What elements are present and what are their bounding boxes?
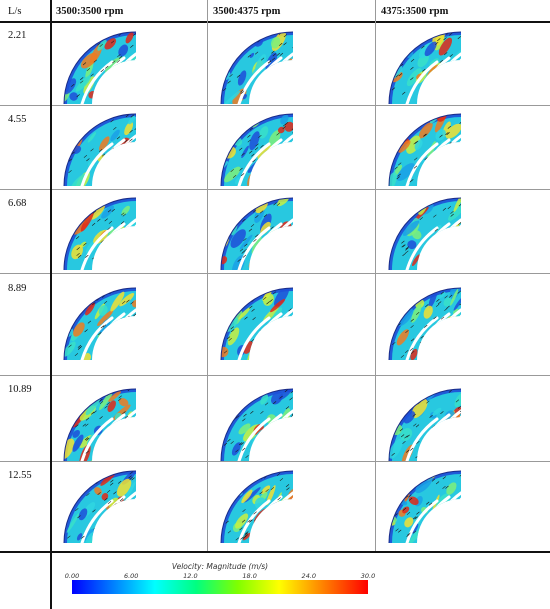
- row-divider: [0, 105, 550, 106]
- unit-label: L/s: [8, 6, 22, 17]
- velocity-contour-image: [215, 110, 295, 186]
- column-divider: [375, 0, 376, 551]
- row-label-4: 8.89: [8, 283, 27, 294]
- velocity-contour-image: [58, 28, 138, 104]
- velocity-contour-image: [215, 467, 295, 543]
- legend-tick: 6.00: [123, 572, 139, 580]
- legend-color-bar: [72, 580, 368, 594]
- velocity-contour-image: [383, 194, 463, 270]
- legend-tick: 18.0: [242, 572, 257, 580]
- velocity-contour-image: [58, 385, 138, 461]
- legend-tick: 30.0: [360, 572, 376, 580]
- velocity-contour-image: [58, 110, 138, 186]
- row-label-6: 12.55: [8, 470, 32, 481]
- velocity-contour-image: [383, 385, 463, 461]
- column-header-3: 4375:3500 rpm: [381, 6, 449, 17]
- bottom-rule: [0, 551, 550, 553]
- row-divider: [0, 375, 550, 376]
- velocity-contour-image: [383, 28, 463, 104]
- velocity-contour-image: [215, 194, 295, 270]
- velocity-contour-image: [58, 467, 138, 543]
- velocity-contour-image: [58, 194, 138, 270]
- legend-tick: 0.00: [64, 572, 80, 580]
- column-header-1: 3500:3500 rpm: [56, 6, 124, 17]
- velocity-contour-image: [383, 284, 463, 360]
- row-label-3: 6.68: [8, 198, 27, 209]
- column-divider: [207, 0, 208, 551]
- row-label-5: 10.89: [8, 384, 32, 395]
- legend-tick: 24.0: [301, 572, 317, 580]
- row-divider: [0, 189, 550, 190]
- row-label-1: 2.21: [8, 30, 27, 41]
- velocity-contour-image: [215, 28, 295, 104]
- velocity-legend: Velocity: Magnitude (m/s) 0.00 6.00 12.0 18…: [60, 558, 380, 598]
- legend-tick: 12.0: [183, 572, 198, 580]
- row-divider: [0, 273, 550, 274]
- first-column-rule: [50, 0, 52, 609]
- velocity-contour-image: [215, 385, 295, 461]
- header-rule: [0, 21, 550, 23]
- row-divider: [0, 461, 550, 462]
- row-label-2: 4.55: [8, 114, 27, 125]
- velocity-contour-image: [383, 467, 463, 543]
- legend-ticks: 0.00 6.00 12.0 18.0 24.0 30.0: [65, 572, 375, 582]
- column-header-2: 3500:4375 rpm: [213, 6, 281, 17]
- legend-title: Velocity: Magnitude (m/s): [171, 562, 269, 571]
- velocity-contour-image: [215, 284, 295, 360]
- velocity-contour-image: [383, 110, 463, 186]
- velocity-contour-image: [58, 284, 138, 360]
